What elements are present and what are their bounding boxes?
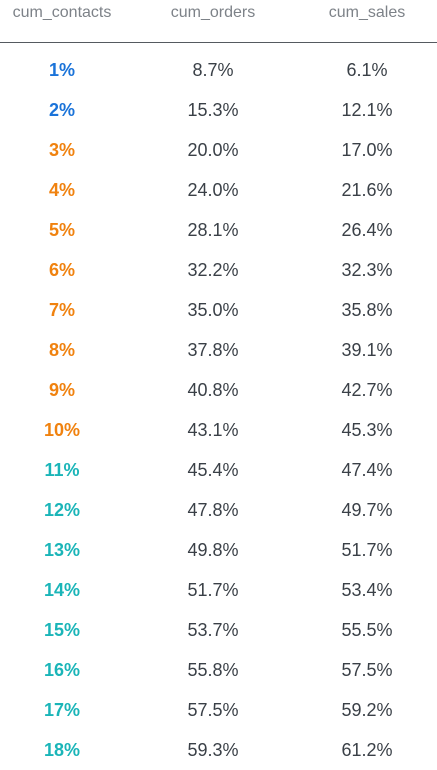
cum-sales-cell: 17.0% — [341, 140, 393, 160]
table-row: 11% 45.4% 47.4% — [0, 450, 437, 490]
cum-sales-cell: 61.2% — [341, 740, 393, 760]
table-row: 2% 15.3% 12.1% — [0, 90, 437, 130]
cum-orders-cell: 35.0% — [187, 300, 239, 320]
cum-sales-cell: 12.1% — [341, 100, 393, 120]
cum-sales-cell: 57.5% — [341, 660, 393, 680]
cum-orders-cell: 32.2% — [187, 260, 239, 280]
cum-orders-cell: 51.7% — [187, 580, 239, 600]
cum-orders-cell: 20.0% — [187, 140, 239, 160]
table-row: 10% 43.1% 45.3% — [0, 410, 437, 450]
cum-contacts-cell: 4% — [48, 180, 75, 200]
table-row: 18% 59.3% 61.2% — [0, 730, 437, 770]
cum-contacts-cell: 16% — [43, 660, 81, 680]
cum-orders-cell: 49.8% — [187, 540, 239, 560]
cum-sales-cell: 51.7% — [341, 540, 393, 560]
cum-sales-cell: 6.1% — [346, 60, 388, 80]
cum-sales-cell: 35.8% — [341, 300, 393, 320]
cum-contacts-cell: 8% — [48, 340, 75, 360]
cum-orders-cell: 53.7% — [187, 620, 239, 640]
cum-sales-cell: 39.1% — [341, 340, 393, 360]
cum-contacts-cell: 15% — [43, 620, 81, 640]
cum-orders-cell: 8.7% — [192, 60, 234, 80]
cum-sales-cell: 26.4% — [341, 220, 393, 240]
cum-sales-cell: 45.3% — [341, 420, 393, 440]
column-header-cum-contacts[interactable]: cum_contacts — [12, 4, 112, 21]
cum-orders-cell: 15.3% — [187, 100, 239, 120]
cum-sales-cell: 59.2% — [341, 700, 393, 720]
table-row: 1% 8.7% 6.1% — [0, 50, 437, 90]
column-header-cum-orders[interactable]: cum_orders — [170, 4, 256, 21]
cum-contacts-cell: 13% — [43, 540, 81, 560]
cum-contacts-cell: 1% — [48, 60, 75, 80]
table-row: 17% 57.5% 59.2% — [0, 690, 437, 730]
cum-sales-cell: 53.4% — [341, 580, 393, 600]
cum-contacts-cell: 5% — [48, 220, 75, 240]
table-body: 1% 8.7% 6.1% 2% 15.3% 12.1% 3% 20.0% 17.0% 4% 24.0… — [0, 50, 437, 770]
table-row: 5% 28.1% 26.4% — [0, 210, 437, 250]
cum-sales-cell: 21.6% — [341, 180, 393, 200]
cum-contacts-cell: 12% — [43, 500, 81, 520]
cum-contacts-cell: 11% — [44, 460, 80, 480]
column-header-cum-sales[interactable]: cum_sales — [328, 4, 406, 21]
cum-sales-cell: 49.7% — [341, 500, 393, 520]
cum-orders-cell: 55.8% — [187, 660, 239, 680]
table-row: 7% 35.0% 35.8% — [0, 290, 437, 330]
cum-sales-cell: 42.7% — [341, 380, 393, 400]
cum-orders-cell: 37.8% — [187, 340, 239, 360]
cum-sales-cell: 47.4% — [341, 460, 393, 480]
cum-contacts-cell: 7% — [48, 300, 75, 320]
cum-contacts-cell: 10% — [43, 420, 81, 440]
cum-contacts-cell: 18% — [43, 740, 81, 760]
cum-sales-cell: 32.3% — [341, 260, 393, 280]
cum-contacts-cell: 17% — [43, 700, 81, 720]
table-row: 8% 37.8% 39.1% — [0, 330, 437, 370]
table-row: 3% 20.0% 17.0% — [0, 130, 437, 170]
table-row: 9% 40.8% 42.7% — [0, 370, 437, 410]
cum-orders-cell: 28.1% — [187, 220, 239, 240]
cum-contacts-cell: 9% — [48, 380, 75, 400]
cum-contacts-cell: 3% — [48, 140, 75, 160]
table-row: 13% 49.8% 51.7% — [0, 530, 437, 570]
table-header: cum_contacts cum_orders cum_sales — [0, 0, 437, 43]
cum-contacts-cell: 6% — [48, 260, 75, 280]
cum-orders-cell: 40.8% — [187, 380, 239, 400]
cum-orders-cell: 43.1% — [187, 420, 239, 440]
table-row: 16% 55.8% 57.5% — [0, 650, 437, 690]
table-row: 12% 47.8% 49.7% — [0, 490, 437, 530]
cum-orders-cell: 59.3% — [187, 740, 239, 760]
cum-orders-cell: 47.8% — [187, 500, 239, 520]
table-row: 4% 24.0% 21.6% — [0, 170, 437, 210]
cum-contacts-cell: 14% — [43, 580, 81, 600]
table-row: 6% 32.2% 32.3% — [0, 250, 437, 290]
table-row: 14% 51.7% 53.4% — [0, 570, 437, 610]
cum-orders-cell: 45.4% — [187, 460, 239, 480]
cum-orders-cell: 57.5% — [187, 700, 239, 720]
cum-orders-cell: 24.0% — [187, 180, 239, 200]
table-row: 15% 53.7% 55.5% — [0, 610, 437, 650]
cum-sales-cell: 55.5% — [341, 620, 393, 640]
cum-contacts-cell: 2% — [48, 100, 75, 120]
